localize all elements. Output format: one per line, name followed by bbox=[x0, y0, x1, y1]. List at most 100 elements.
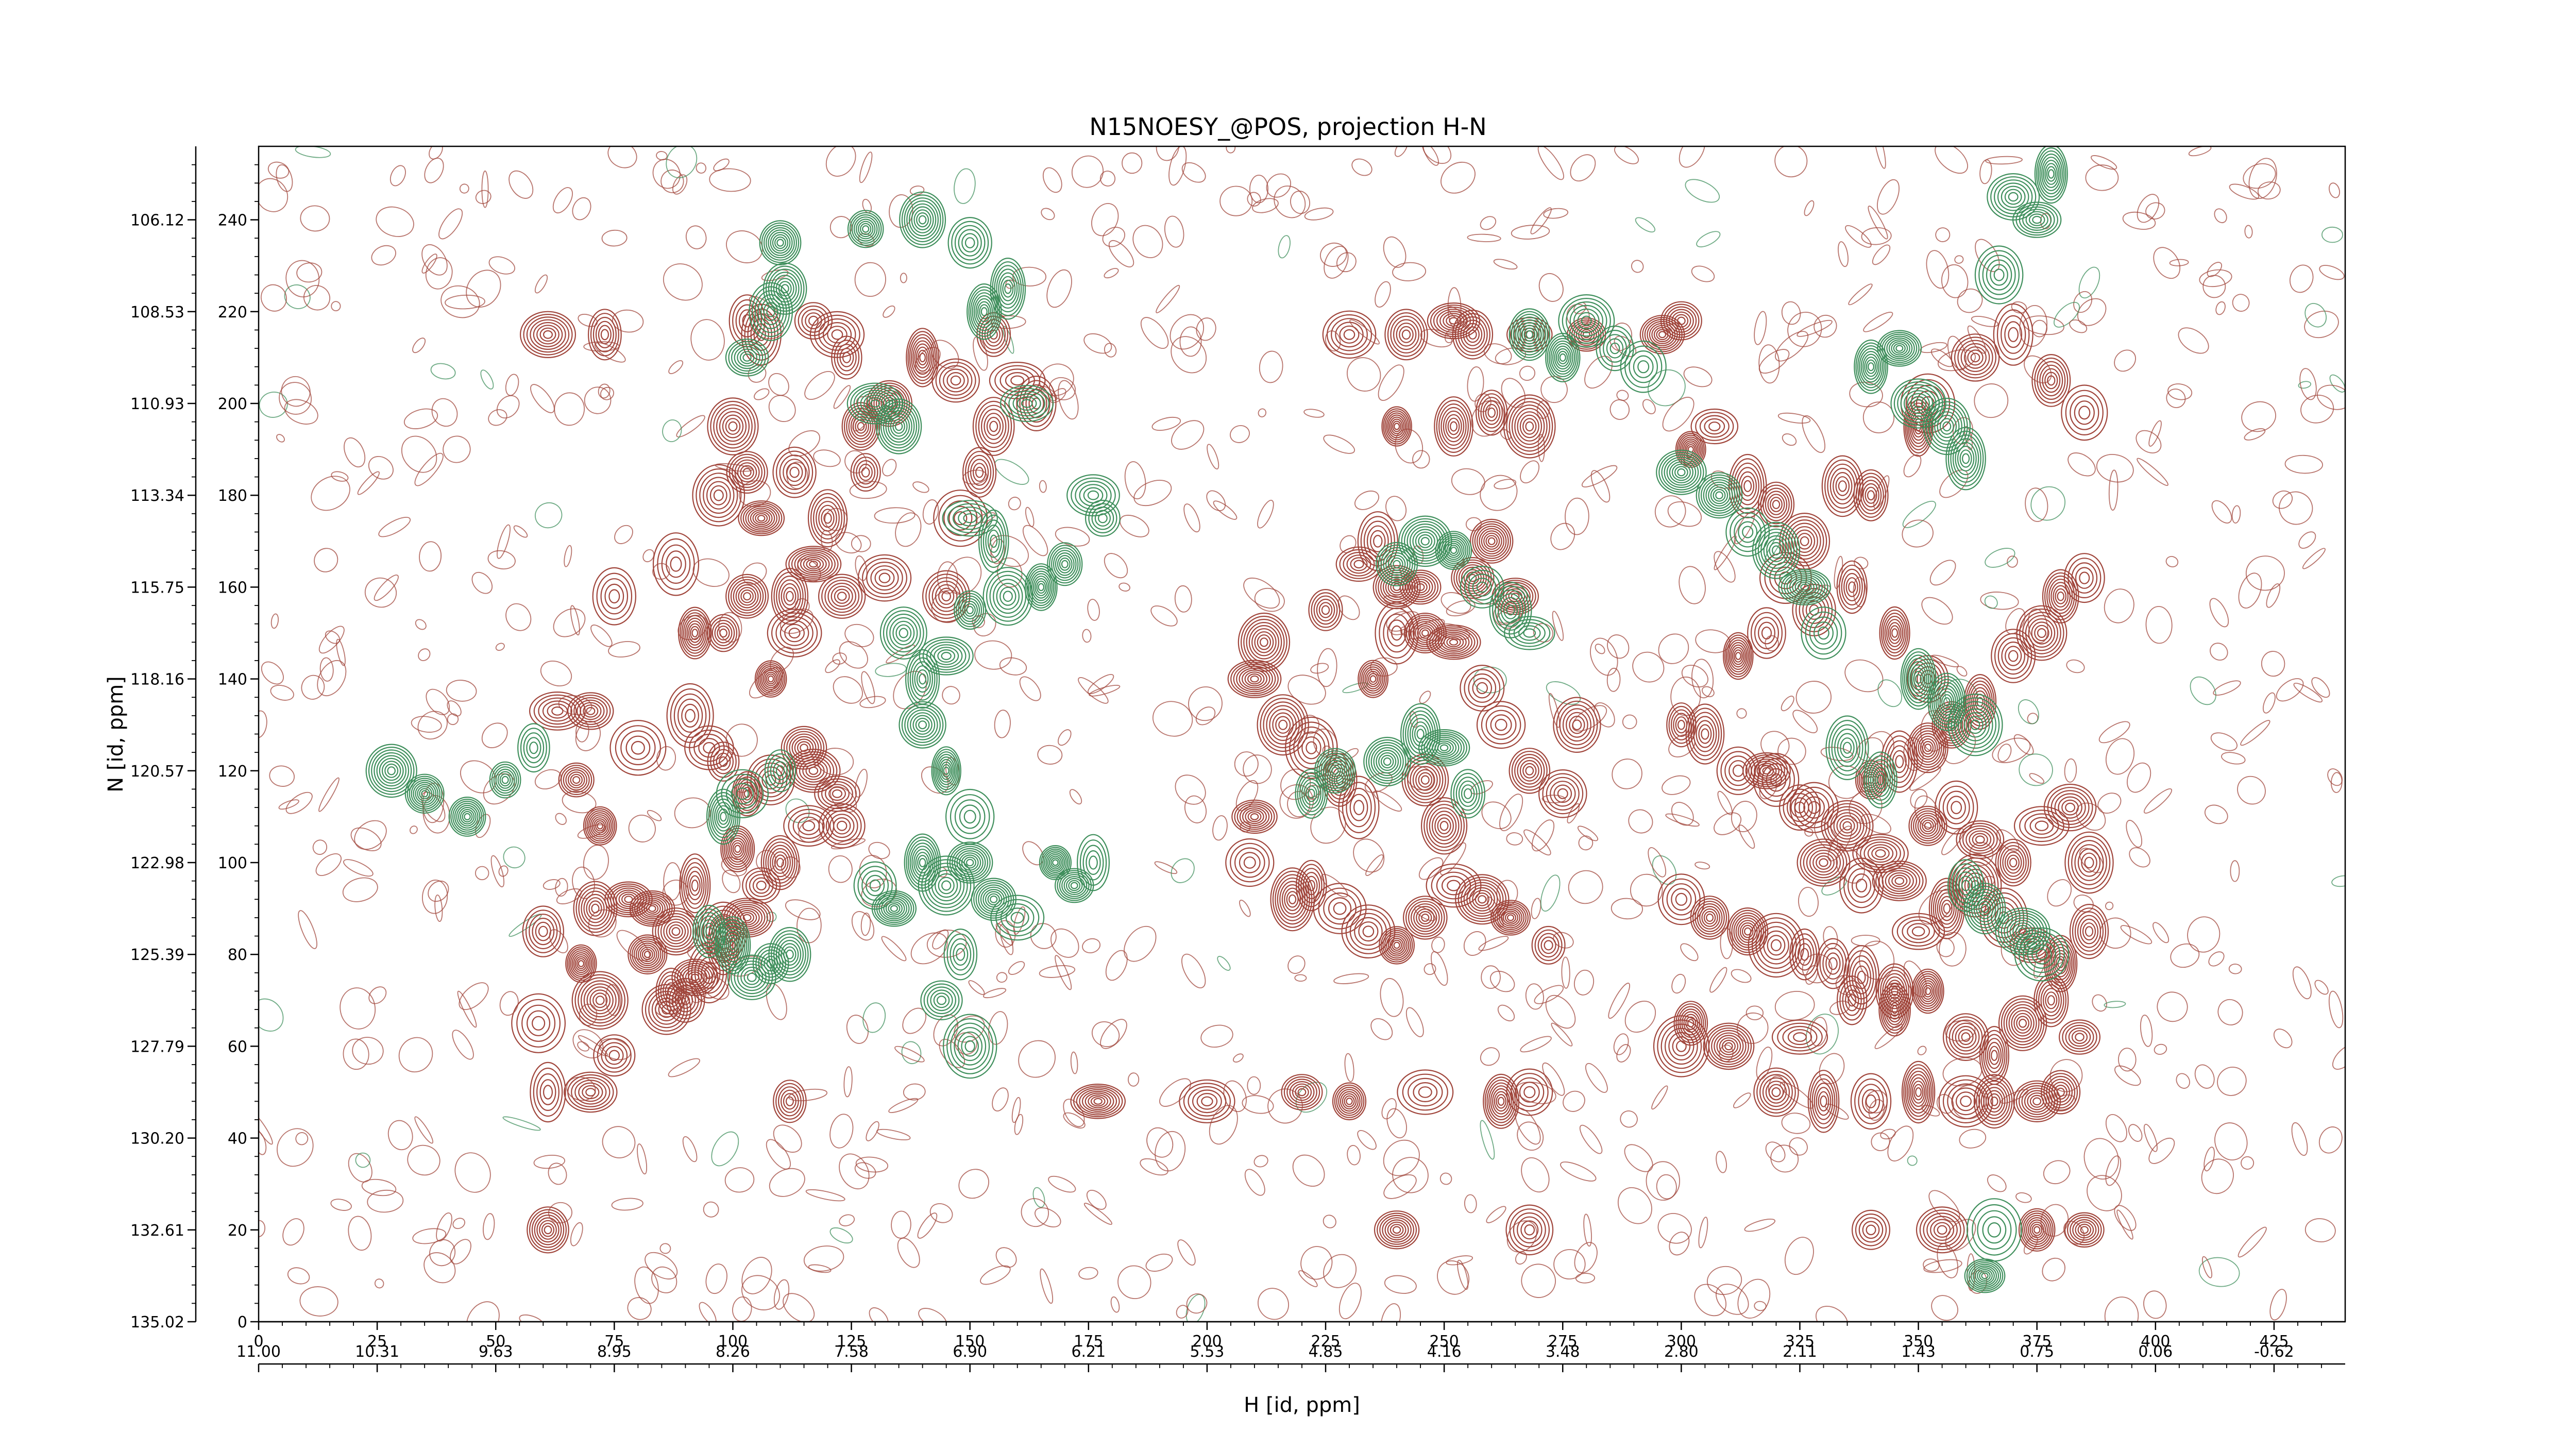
positive-peak-ring bbox=[1730, 644, 1746, 668]
positive-peak-ring bbox=[1281, 1074, 1323, 1110]
noise-contour bbox=[261, 661, 284, 685]
negative-peak-ring bbox=[1063, 875, 1085, 895]
positive-peak bbox=[1779, 784, 1821, 831]
positive-peak-ring bbox=[600, 329, 609, 341]
negative-peak bbox=[1084, 499, 1121, 537]
positive-peak-ring bbox=[741, 304, 782, 366]
noise-contour bbox=[1985, 156, 2023, 165]
positive-peak-ring bbox=[1955, 1091, 1976, 1111]
noise-contour bbox=[1614, 146, 1639, 164]
positive-peak-ring bbox=[1383, 408, 1411, 445]
negative-peak-ring bbox=[847, 210, 884, 248]
positive-peak bbox=[1908, 805, 1947, 846]
positive-peak-ring bbox=[1278, 719, 1288, 730]
noise-contour bbox=[1440, 161, 1476, 194]
negative-peak-ring bbox=[1942, 421, 1952, 432]
negative-peak-ring bbox=[1057, 554, 1073, 574]
negative-peak-ring bbox=[1059, 872, 1090, 899]
y-index-tick-label: 100 bbox=[218, 854, 247, 872]
positive-peak-ring bbox=[608, 1050, 620, 1061]
positive-peak bbox=[707, 397, 759, 456]
positive-peak-ring bbox=[1880, 609, 1909, 657]
negative-peak-ring bbox=[1872, 767, 1889, 793]
negative-peak-ring bbox=[1002, 279, 1014, 298]
positive-peak-ring bbox=[912, 340, 933, 375]
noise-contour bbox=[1419, 690, 1431, 704]
positive-peak-ring bbox=[1745, 754, 1788, 787]
x-ppm-tick-label: 0.75 bbox=[2020, 1343, 2054, 1361]
positive-peak-ring bbox=[1884, 615, 1905, 650]
positive-peak bbox=[1455, 874, 1510, 925]
negative-peak-ring bbox=[1656, 449, 1707, 495]
noise-contour bbox=[1234, 751, 1259, 777]
positive-peak-ring bbox=[769, 848, 791, 878]
positive-peak-ring bbox=[1495, 903, 1527, 932]
negative-peak bbox=[404, 773, 445, 814]
positive-peak-ring bbox=[764, 671, 777, 686]
noise-contour bbox=[443, 435, 471, 463]
noise-contour bbox=[1422, 146, 1439, 166]
positive-peak-ring bbox=[1856, 879, 1868, 892]
noise-contour bbox=[2114, 349, 2136, 372]
positive-peak-ring bbox=[1474, 523, 1509, 559]
negative-peak-ring bbox=[1913, 670, 1924, 687]
positive-peak-ring bbox=[1463, 323, 1483, 346]
negative-peak-ring bbox=[1325, 760, 1345, 782]
positive-peak-ring bbox=[585, 1088, 596, 1097]
positive-peak-ring bbox=[2053, 585, 2069, 608]
negative-peak-ring bbox=[1521, 325, 1538, 345]
positive-peak-ring bbox=[689, 875, 701, 896]
positive-peak-ring bbox=[810, 493, 845, 544]
positive-peak-ring bbox=[831, 329, 843, 340]
positive-peak-ring bbox=[729, 837, 747, 861]
positive-peak-ring bbox=[1466, 571, 1480, 585]
negative-peak-ring bbox=[1042, 848, 1069, 877]
noise-contour bbox=[855, 1156, 889, 1173]
positive-peak-ring bbox=[571, 971, 629, 1030]
noise-contour bbox=[387, 1120, 413, 1151]
negative-peak-ring bbox=[919, 636, 974, 676]
positive-peak-ring bbox=[592, 567, 637, 626]
positive-peak-ring bbox=[713, 404, 753, 449]
positive-peak-ring bbox=[1499, 907, 1523, 929]
positive-peak-ring bbox=[1866, 1224, 1876, 1236]
noise-contour bbox=[601, 229, 628, 247]
positive-peak-ring bbox=[2046, 575, 2075, 617]
noise-contour bbox=[1254, 587, 1285, 612]
noise-contour bbox=[1078, 677, 1109, 704]
positive-peak-ring bbox=[1960, 343, 1990, 372]
positive-peak-ring bbox=[1866, 1094, 1876, 1108]
noise-contour bbox=[2299, 368, 2317, 400]
positive-peak-ring bbox=[788, 547, 839, 581]
y-index-tick-label: 120 bbox=[218, 763, 247, 781]
positive-peak-ring bbox=[558, 762, 595, 798]
positive-peak bbox=[1771, 1019, 1828, 1055]
negative-peak-ring bbox=[1517, 319, 1542, 350]
noise-contour bbox=[1577, 825, 1599, 841]
positive-peak-ring bbox=[783, 587, 796, 606]
positive-peak-ring bbox=[836, 820, 848, 831]
negative-peak-ring bbox=[950, 938, 972, 971]
noise-contour bbox=[1540, 874, 1561, 912]
negative-peak-ring bbox=[1947, 430, 1984, 487]
positive-peak-ring bbox=[1727, 907, 1769, 956]
negative-peak-ring bbox=[1061, 560, 1069, 568]
positive-peak-ring bbox=[727, 576, 767, 616]
positive-peak-ring bbox=[1657, 1019, 1706, 1073]
negative-peak-ring bbox=[961, 233, 979, 252]
noise-contour bbox=[1956, 666, 1968, 677]
noise-contour bbox=[505, 374, 519, 396]
noise-contour bbox=[909, 186, 925, 195]
noise-contour bbox=[1278, 235, 1291, 259]
negative-peak-ring bbox=[517, 723, 550, 773]
noise-contour bbox=[1086, 1190, 1107, 1210]
positive-peak-ring bbox=[1664, 1027, 1698, 1065]
positive-peak-ring bbox=[1995, 838, 2031, 887]
x-index-tick-label: 250 bbox=[1430, 1333, 1459, 1351]
positive-peak-ring bbox=[931, 580, 961, 612]
positive-peak-ring bbox=[1421, 913, 1430, 922]
noise-contour bbox=[1669, 1232, 1690, 1256]
noise-contour bbox=[2261, 651, 2285, 677]
positive-peak-ring bbox=[1481, 705, 1521, 745]
positive-peak-ring bbox=[1442, 875, 1466, 896]
